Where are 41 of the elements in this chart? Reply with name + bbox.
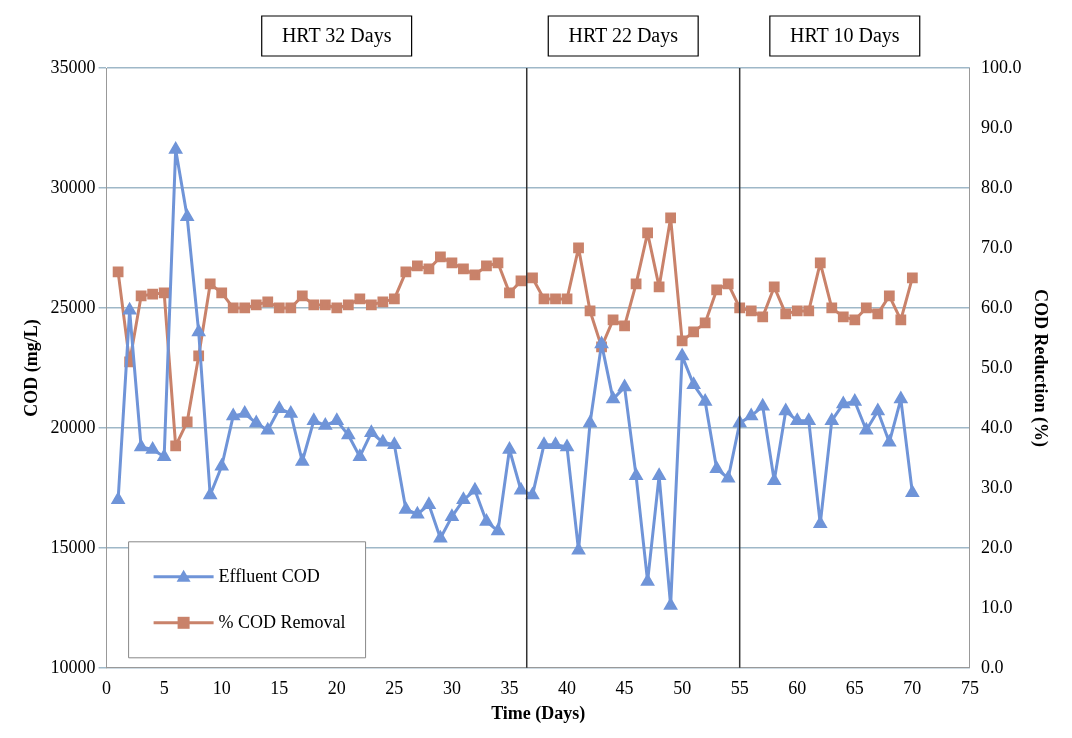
x-tick-label: 20 (327, 678, 346, 699)
y2-tick-label: 0.0 (980, 656, 1004, 677)
y2-tick-label: 90.0 (980, 116, 1013, 137)
y-tick-label: 10000 (50, 656, 96, 677)
y2-tick-label: 40.0 (980, 416, 1013, 437)
y2-tick-label: 10.0 (980, 596, 1013, 617)
y2-tick-label: 30.0 (980, 476, 1013, 497)
x-tick-label: 55 (730, 678, 749, 699)
x-tick-label: 0 (102, 678, 112, 699)
text: HRT 10 Days (790, 24, 900, 48)
y-axis-title: COD (mg/L) (21, 319, 43, 417)
legend-label: % COD Removal (218, 611, 346, 632)
x-tick-label: 5 (159, 678, 169, 699)
y-tick-label: 35000 (50, 56, 96, 77)
x-tick-label: 75 (960, 678, 979, 699)
y2-tick-label: 100.0 (980, 56, 1022, 77)
y2-axis-title: COD Reduction (%) (1029, 288, 1051, 447)
x-tick-label: 60 (788, 678, 807, 699)
y-tick-label: 25000 (50, 296, 96, 317)
x-tick-label: 35 (500, 678, 519, 699)
x-tick-label: 45 (615, 678, 634, 699)
y2-tick-label: 50.0 (980, 356, 1013, 377)
y-tick-label: 30000 (50, 176, 96, 197)
legend-label: Effluent COD (218, 565, 320, 586)
text: HRT 22 Days (568, 24, 679, 48)
x-tick-label: 15 (270, 678, 289, 699)
x-tick-label: 65 (845, 678, 864, 699)
x-tick-label: 50 (673, 678, 692, 699)
x-tick-label: 30 (442, 678, 461, 699)
y-tick-label: 15000 (50, 536, 96, 557)
y-tick-label: 20000 (50, 416, 96, 437)
x-axis-title: Time (Days) (491, 702, 586, 724)
y2-tick-label: 20.0 (980, 536, 1013, 557)
y2-tick-label: 80.0 (980, 176, 1013, 197)
y2-tick-label: 60.0 (980, 296, 1013, 317)
x-tick-label: 25 (385, 678, 404, 699)
text: HRT 32 Days (281, 24, 392, 48)
y2-tick-label: 70.0 (980, 236, 1013, 257)
x-tick-label: 40 (558, 678, 577, 699)
x-tick-label: 70 (903, 678, 922, 699)
x-tick-label: 10 (212, 678, 231, 699)
